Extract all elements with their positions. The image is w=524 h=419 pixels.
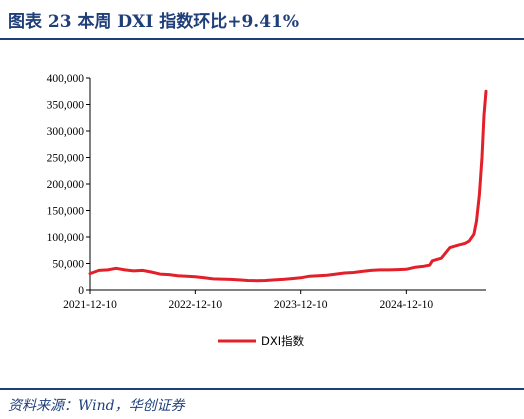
series-line-dxi <box>88 89 488 283</box>
source-note: 资料来源：Wind，华创证券 <box>8 398 185 414</box>
y-tick-label: 250,000 <box>47 153 85 165</box>
figure-title: 图表 23 本周 DXI 指数环比+9.41% <box>8 12 300 32</box>
y-tick-label: 400,000 <box>47 73 85 85</box>
y-tick-label: 50,000 <box>52 259 84 271</box>
y-tick-label: 100,000 <box>47 232 85 244</box>
y-tick-label: 300,000 <box>47 126 85 138</box>
x-tick-label: 2024-12-10 <box>380 299 434 311</box>
dxi-line-chart: 0 50,000 100,000 150,000 200,000 250,000 300,0… <box>47 73 488 348</box>
chart-axes <box>89 78 486 291</box>
x-tick-label: 2021-12-10 <box>63 299 117 311</box>
x-tick-label: 2022-12-10 <box>169 299 223 311</box>
legend-label: DXI指数 <box>261 334 305 348</box>
y-tick-label: 150,000 <box>47 206 85 218</box>
figure-header: 图表 23 本周 DXI 指数环比+9.41% <box>0 0 524 40</box>
chart-series <box>88 89 488 283</box>
chart-ticks: 0 50,000 100,000 150,000 200,000 250,000 300,0… <box>47 73 434 311</box>
chart-legend: DXI指数 <box>218 334 305 348</box>
figure-footer: 资料来源：Wind，华创证券 <box>0 388 524 419</box>
y-tick-label: 0 <box>78 285 84 297</box>
y-tick-label: 200,000 <box>47 179 85 191</box>
x-tick-label: 2023-12-10 <box>274 299 328 311</box>
y-tick-label: 350,000 <box>47 100 85 112</box>
